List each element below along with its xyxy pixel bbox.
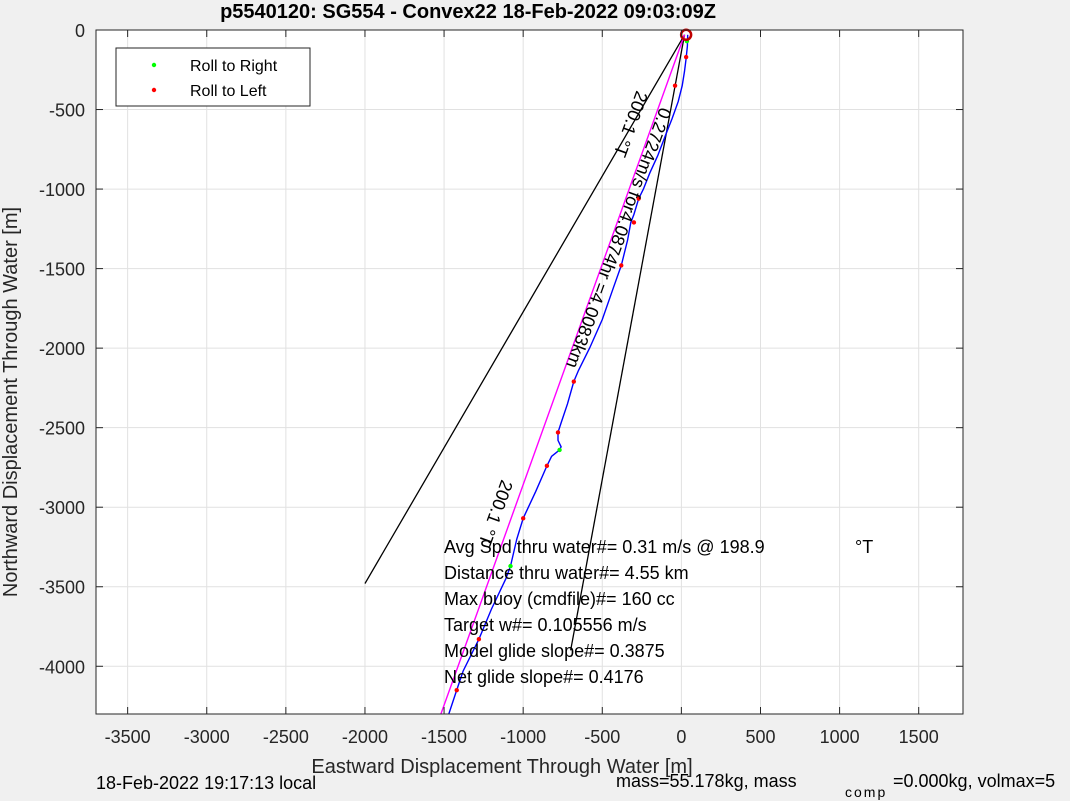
y-tick-label: -500 [49,101,85,121]
roll-left-point [683,54,689,60]
footer-local-time: 18-Feb-2022 19:17:13 local [96,773,316,793]
roll-right-point [557,447,562,453]
stat-deg-unit: °T [855,537,873,557]
legend-marker-roll-right [151,62,157,68]
ticks: -3500 -3000 -2500 -2000 -1500 -1000 -500 0 500 10… [39,21,963,747]
stats-block: Avg Spd thru water#= 0.31 m/s @ 198.9 °T… [444,537,873,687]
roll-left-point [544,463,550,469]
bearing-guide-line [569,34,686,651]
average-heading-line [440,34,686,715]
plot-frame [95,29,964,715]
x-tick-label: 0 [676,727,686,747]
y-tick-label: -3500 [39,578,85,598]
roll-left-point [631,220,637,225]
x-tick-label: -3000 [184,727,230,747]
plot-area [96,30,963,714]
stat-model-glide: Model glide slope#= 0.3875 [444,641,665,661]
y-tick-label: -4000 [39,657,85,677]
roll-left-point [520,516,526,521]
roll-left-point [454,687,459,693]
x-tick-label: -1000 [500,727,546,747]
x-tick-label: -2500 [263,727,309,747]
stat-max-buoy: Max buoy (cmdfile)#= 160 cc [444,589,675,609]
footer-mass: mass=55.178kg, mass [616,771,797,791]
roll-left-point [476,637,482,642]
series-group [440,34,689,715]
y-tick-label: -2000 [39,339,85,359]
x-tick-label: -1500 [421,727,467,747]
stat-distance: Distance thru water#= 4.55 km [444,563,689,583]
y-tick-label: -1500 [39,260,85,280]
x-tick-label: 1000 [820,727,860,747]
legend-box [115,47,311,107]
x-tick-label: -2000 [342,727,388,747]
stat-target-w: Target w#= 0.105556 m/s [444,615,647,635]
x-tick-label: 500 [745,727,775,747]
legend-marker-roll-left [151,87,157,93]
x-tick-label: -500 [584,727,620,747]
stat-net-glide: Net glide slope#= 0.4176 [444,667,644,687]
footer-mass-subscript: comp [845,784,887,800]
legend: Roll to Right Roll to Left [115,47,311,107]
roll-left-point [619,263,624,268]
x-axis-label: Eastward Displacement Through Water [m] [311,756,692,778]
bearing-guide-line [364,34,686,584]
y-tick-label: -3000 [39,498,85,518]
glider-track-line [448,34,689,715]
roll-left-point [571,379,576,384]
guide-lines [364,34,686,651]
y-axis-label: Northward Displacement Through Water [m] [0,207,22,597]
x-tick-label: -3500 [105,727,151,747]
roll-right-point [508,563,513,569]
y-tick-label: -1000 [39,180,85,200]
stat-avg-speed: Avg Spd thru water#= 0.31 m/s @ 198.9 [444,537,765,557]
chart-title: p5540120: SG554 - Convex22 18-Feb-2022 0… [220,1,716,23]
roll-left-point [672,83,678,88]
y-tick-label: -2500 [39,419,85,439]
y-tick-label: 0 [75,21,85,41]
roll-left-point [555,430,561,435]
x-tick-label: 1500 [899,727,939,747]
footer-mass-rest: =0.000kg, volmax=5 [893,771,1055,791]
legend-label-roll-right: Roll to Right [190,58,278,75]
roll-left-point [636,196,641,201]
legend-label-roll-left: Roll to Left [190,83,267,100]
